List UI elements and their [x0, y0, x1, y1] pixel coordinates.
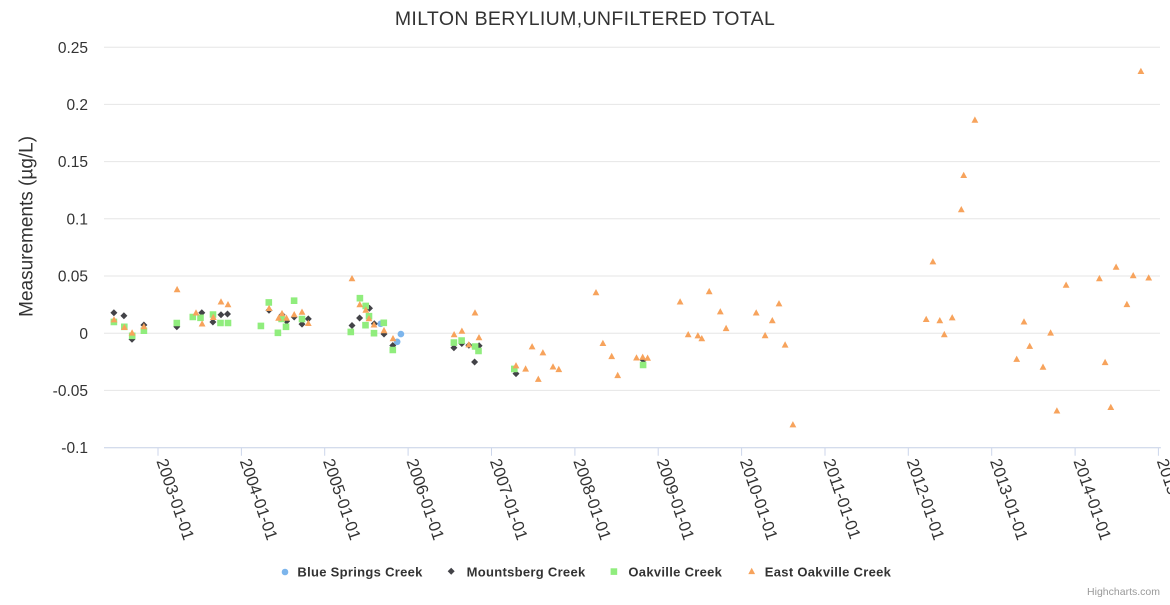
svg-text:0.15: 0.15 [58, 154, 88, 171]
svg-text:-0.1: -0.1 [61, 440, 88, 457]
svg-text:East Oakville Creek: East Oakville Creek [765, 565, 892, 580]
svg-text:Measurements (µg/L): Measurements (µg/L) [17, 136, 38, 317]
svg-text:Highcharts.com: Highcharts.com [1087, 586, 1160, 598]
svg-text:0.05: 0.05 [58, 269, 88, 286]
svg-text:Mountsberg Creek: Mountsberg Creek [467, 565, 586, 580]
svg-text:0.2: 0.2 [66, 97, 88, 114]
svg-text:Oakville Creek: Oakville Creek [628, 565, 722, 580]
svg-text:Blue Springs Creek: Blue Springs Creek [297, 565, 423, 580]
svg-text:MILTON BERYLIUM,UNFILTERED TOT: MILTON BERYLIUM,UNFILTERED TOTAL [395, 8, 775, 30]
svg-text:0.1: 0.1 [66, 211, 88, 228]
svg-text:-0.05: -0.05 [53, 383, 88, 400]
svg-text:0: 0 [79, 326, 88, 343]
svg-text:0.25: 0.25 [58, 40, 88, 57]
